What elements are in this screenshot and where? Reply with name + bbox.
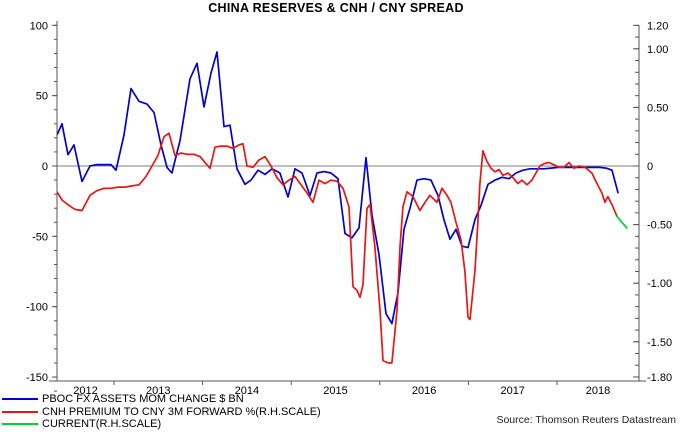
svg-text:-0.50: -0.50: [647, 220, 672, 232]
svg-text:0.50: 0.50: [647, 102, 668, 114]
legend-item: CURRENT(R.H.SCALE): [2, 418, 321, 431]
svg-text:0: 0: [647, 161, 653, 173]
series-line-swatch-green: [2, 423, 38, 426]
legend-label: CNH PREMIUM TO CNY 3M FORWARD %(R.H.SCAL…: [42, 405, 321, 418]
series-line-swatch-blue: [2, 398, 38, 401]
svg-text:0: 0: [42, 161, 48, 173]
svg-text:100: 100: [30, 20, 48, 32]
legend-item: CNH PREMIUM TO CNY 3M FORWARD %(R.H.SCAL…: [2, 406, 321, 419]
legend-label: PBOC FX ASSETS MOM CHANGE $ BN: [42, 393, 244, 406]
chart-title: CHINA RESERVES & CNH / CNY SPREAD: [208, 1, 464, 15]
legend-item: PBOC FX ASSETS MOM CHANGE $ BN: [2, 393, 321, 406]
svg-text:-150: -150: [26, 372, 48, 384]
svg-text:2014: 2014: [235, 385, 259, 397]
svg-text:2016: 2016: [412, 385, 436, 397]
legend-label: CURRENT(R.H.SCALE): [42, 418, 162, 431]
svg-text:2012: 2012: [73, 385, 97, 397]
source-credit: Source: Thomson Reuters Datastream: [496, 414, 676, 426]
svg-text:2017: 2017: [500, 385, 524, 397]
svg-text:1.00: 1.00: [647, 44, 668, 56]
svg-text:-1.50: -1.50: [647, 337, 672, 349]
svg-text:-50: -50: [32, 231, 48, 243]
svg-text:-1.00: -1.00: [647, 278, 672, 290]
svg-text:2018: 2018: [586, 385, 610, 397]
svg-text:50: 50: [36, 91, 48, 103]
legend: PBOC FX ASSETS MOM CHANGE $ BN CNH PREMI…: [2, 393, 321, 431]
svg-text:1.20: 1.20: [647, 20, 668, 32]
series-line-swatch-red: [2, 410, 38, 413]
svg-text:2015: 2015: [323, 385, 347, 397]
svg-text:2013: 2013: [146, 385, 170, 397]
svg-text:-100: -100: [26, 302, 48, 314]
svg-text:-1.80: -1.80: [647, 372, 672, 384]
